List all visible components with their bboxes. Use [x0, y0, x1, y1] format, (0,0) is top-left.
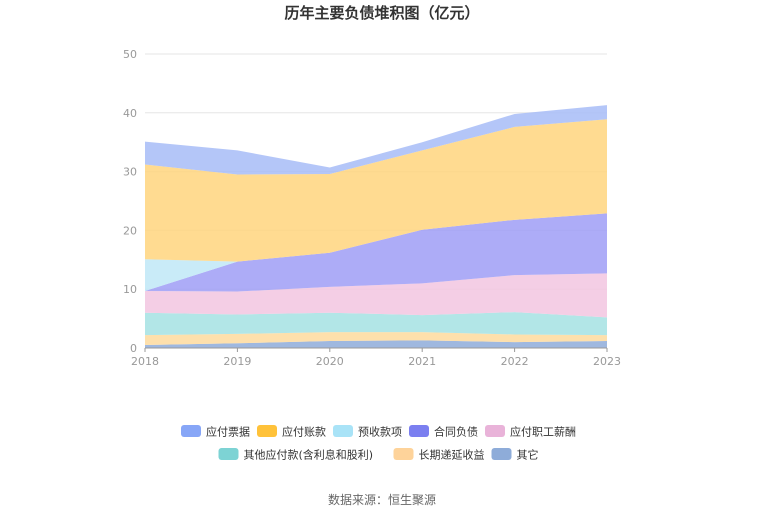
legend-swatch [181, 425, 201, 437]
area-series-0 [145, 340, 607, 348]
x-tick-label: 2022 [501, 355, 529, 368]
legend-swatch [333, 425, 353, 437]
area-series-4 [145, 213, 607, 292]
area-series-3 [145, 273, 607, 318]
y-tick-label: 40 [123, 107, 137, 120]
area-series-2 [145, 312, 607, 336]
legend-swatch [393, 448, 414, 460]
y-axis: 0 10 20 30 40 50 [123, 48, 137, 355]
x-tick-label: 2020 [316, 355, 344, 368]
area-series-6 [145, 119, 607, 262]
area-series-1 [145, 332, 607, 346]
legend-label: 合同负债 [434, 425, 478, 439]
legend-swatch [485, 425, 505, 437]
legend-label: 应付票据 [206, 425, 250, 439]
legend-swatch [218, 448, 239, 460]
legend-label: 应付职工薪酬 [510, 425, 576, 439]
data-source: 数据来源：恒生聚源 [328, 492, 436, 507]
x-tick-label: 2021 [408, 355, 436, 368]
legend-label: 预收款项 [358, 425, 402, 439]
legend-swatch [491, 448, 512, 460]
y-tick-label: 20 [123, 224, 137, 237]
legend-label: 其他应付款(含利息和股利) [244, 448, 374, 462]
legend-label: 长期递延收益 [419, 448, 485, 462]
legend-swatch [257, 425, 277, 437]
chart-title: 历年主要负债堆积图（亿元） [284, 4, 479, 22]
x-tick-label: 2023 [593, 355, 621, 368]
y-tick-label: 10 [123, 283, 137, 296]
area-series-7 [145, 105, 607, 175]
x-axis: 2018 2019 2020 2021 2022 2023 [131, 347, 621, 368]
x-tick-label: 2018 [131, 355, 159, 368]
areas [145, 105, 607, 348]
x-tick-label: 2019 [223, 355, 251, 368]
legend-swatch [409, 425, 429, 437]
legend-label: 其它 [517, 448, 539, 462]
y-tick-label: 0 [130, 342, 137, 355]
y-tick-label: 50 [123, 48, 137, 61]
legend-label: 应付账款 [282, 425, 326, 439]
y-tick-label: 30 [123, 166, 137, 179]
